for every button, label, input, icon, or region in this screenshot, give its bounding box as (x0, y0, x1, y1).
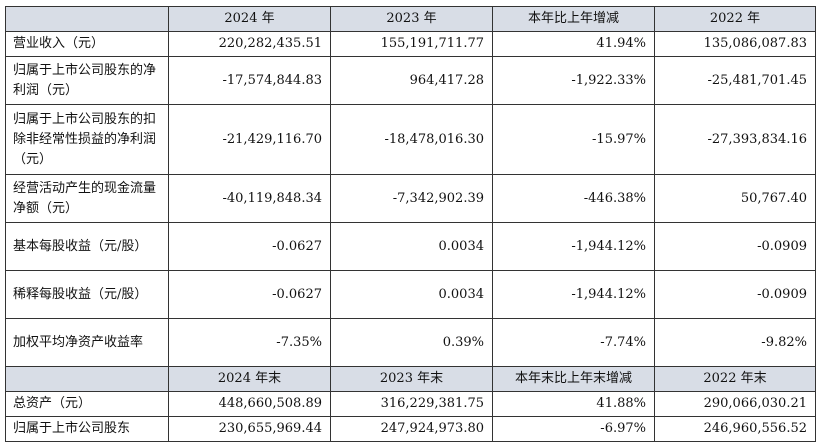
value-cell: -6.97% (492, 416, 655, 442)
value-cell: 41.88% (492, 391, 655, 417)
column-header: 2022 年末 (654, 366, 816, 392)
row-label: 基本每股收益（元/股） (5, 222, 169, 271)
value-cell: -9.82% (654, 318, 816, 367)
value-cell: -18,478,016.30 (330, 104, 493, 175)
value-cell: 290,066,030.21 (654, 391, 816, 417)
value-cell: 220,282,435.51 (168, 31, 331, 57)
value-cell: -25,481,701.45 (654, 56, 816, 105)
row-label: 归属于上市公司股东的扣除非经常性损益的净利润（元） (5, 104, 169, 175)
value-cell: -7.74% (492, 318, 655, 367)
value-cell: -0.0627 (168, 222, 331, 271)
row-label: 营业收入（元） (5, 31, 169, 57)
value-cell: 247,924,973.80 (330, 416, 493, 442)
value-cell: -1,944.12% (492, 270, 655, 319)
table-row: 稀释每股收益（元/股） -0.0627 0.0034 -1,944.12% -0.090… (5, 270, 816, 319)
value-cell: -7,342,902.39 (330, 174, 493, 223)
table-row: 营业收入（元） 220,282,435.51 155,191,711.77 41.94… (5, 31, 816, 57)
value-cell: -446.38% (492, 174, 655, 223)
row-label: 归属于上市公司股东 (5, 416, 169, 442)
column-header: 2022 年 (654, 6, 816, 32)
value-cell: 964,417.28 (330, 56, 493, 105)
value-cell: 50,767.40 (654, 174, 816, 223)
value-cell: 41.94% (492, 31, 655, 57)
financial-summary-table: 2024 年 2023 年本年比上年增减 2022 年营业收入（元） 220,282,… (5, 6, 816, 442)
value-cell: 135,086,087.83 (654, 31, 816, 57)
value-cell: -17,574,844.83 (168, 56, 331, 105)
value-cell: -0.0627 (168, 270, 331, 319)
value-cell: 155,191,711.77 (330, 31, 493, 57)
table-row: 归属于上市公司股东的净利润（元） -17,574,844.83 964,417.28… (5, 56, 816, 105)
value-cell: -27,393,834.16 (654, 104, 816, 175)
table-row: 归属于上市公司股东 230,655,969.44 247,924,973.80 -6.… (5, 416, 816, 442)
header-row: 2024 年末 2023 年末 本年末比上年末增减 2022 年末 (5, 366, 816, 392)
value-cell: -21,429,116.70 (168, 104, 331, 175)
table-row: 归属于上市公司股东的扣除非经常性损益的净利润（元） -21,429,116.70-… (5, 104, 816, 175)
value-cell: -1,922.33% (492, 56, 655, 105)
value-cell: -0.0909 (654, 270, 816, 319)
table-row: 经营活动产生的现金流量净额（元） -40,119,848.34 -7,342,902… (5, 174, 816, 223)
column-header: 2023 年末 (330, 366, 493, 392)
table-row: 总资产（元） 448,660,508.89 316,229,381.75 41.88%… (5, 391, 816, 417)
header-blank-cell (5, 6, 169, 32)
column-header: 2024 年 (168, 6, 331, 32)
value-cell: -1,944.12% (492, 222, 655, 271)
value-cell: -15.97% (492, 104, 655, 175)
value-cell: 230,655,969.44 (168, 416, 331, 442)
row-label: 归属于上市公司股东的净利润（元） (5, 56, 169, 105)
row-label: 经营活动产生的现金流量净额（元） (5, 174, 169, 223)
value-cell: -0.0909 (654, 222, 816, 271)
value-cell: 316,229,381.75 (330, 391, 493, 417)
value-cell: 0.0034 (330, 222, 493, 271)
value-cell: 246,960,556.52 (654, 416, 816, 442)
value-cell: 448,660,508.89 (168, 391, 331, 417)
column-header: 2024 年末 (168, 366, 331, 392)
header-blank-cell (5, 366, 169, 392)
header-row: 2024 年 2023 年本年比上年增减 2022 年 (5, 6, 816, 32)
value-cell: 0.39% (330, 318, 493, 367)
table-row: 基本每股收益（元/股） -0.0627 0.0034 -1,944.12% -0.090… (5, 222, 816, 271)
value-cell: -7.35% (168, 318, 331, 367)
value-cell: 0.0034 (330, 270, 493, 319)
row-label: 加权平均净资产收益率 (5, 318, 169, 367)
table-body: 2024 年 2023 年本年比上年增减 2022 年营业收入（元） 220,282,… (5, 6, 816, 442)
column-header: 本年比上年增减 (492, 6, 655, 32)
column-header: 本年末比上年末增减 (492, 366, 655, 392)
column-header: 2023 年 (330, 6, 493, 32)
value-cell: -40,119,848.34 (168, 174, 331, 223)
row-label: 稀释每股收益（元/股） (5, 270, 169, 319)
table-row: 加权平均净资产收益率 -7.35% 0.39% -7.74% -9.82% (5, 318, 816, 367)
row-label: 总资产（元） (5, 391, 169, 417)
